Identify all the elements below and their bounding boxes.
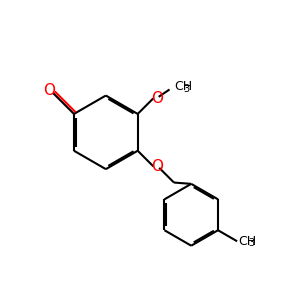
Text: O: O bbox=[151, 159, 163, 174]
Text: O: O bbox=[151, 91, 163, 106]
Text: CH: CH bbox=[174, 80, 192, 93]
Text: 3: 3 bbox=[184, 84, 190, 94]
Text: O: O bbox=[43, 83, 55, 98]
Text: CH: CH bbox=[238, 235, 257, 248]
Text: 3: 3 bbox=[248, 238, 254, 248]
